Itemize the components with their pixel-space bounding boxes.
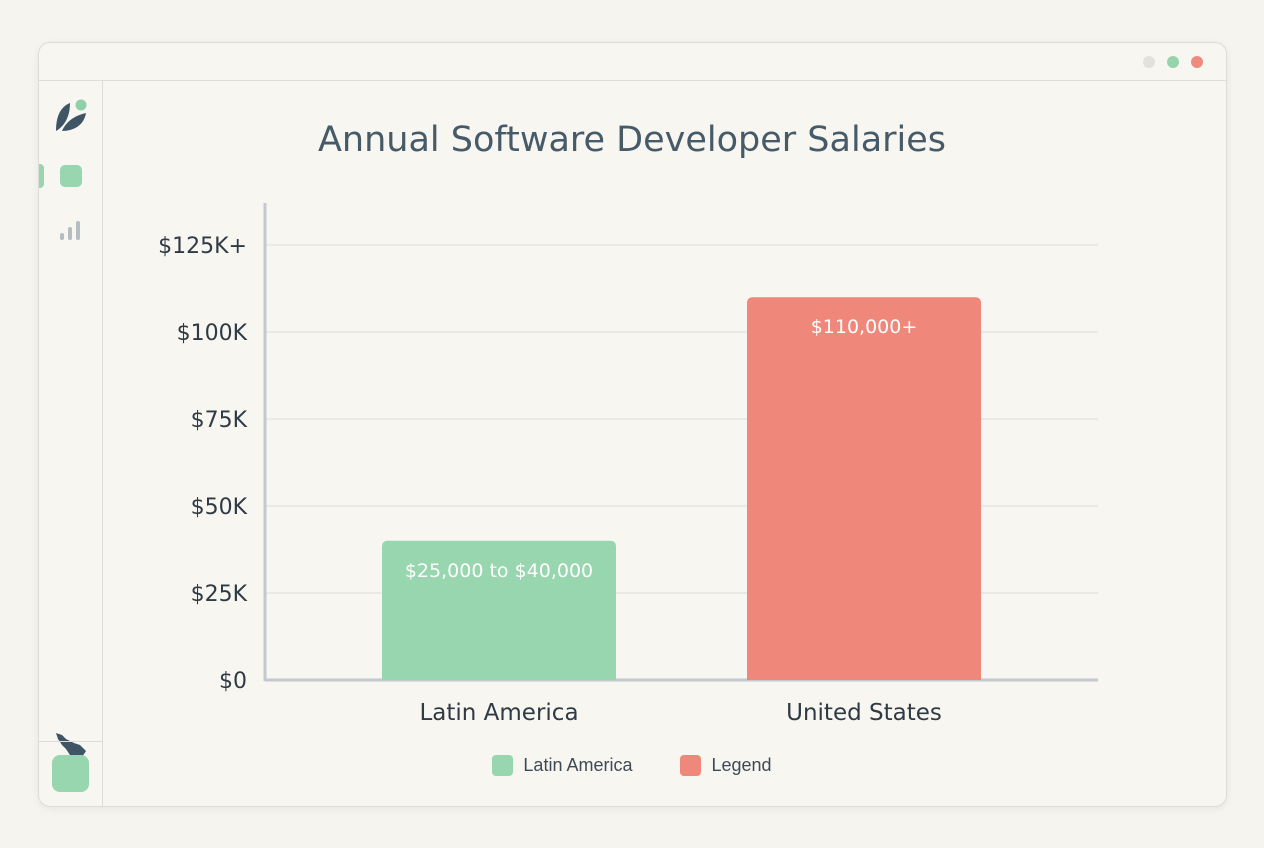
leaf-logo-icon xyxy=(56,99,87,131)
y-tick-label: $75K xyxy=(191,408,248,433)
x-tick-label: Latin America xyxy=(419,700,578,726)
legend-swatch xyxy=(492,755,514,776)
maximize-button[interactable] xyxy=(1167,56,1179,68)
y-tick-label: $125K+ xyxy=(158,234,247,259)
y-tick-label: $0 xyxy=(219,669,247,694)
close-button[interactable] xyxy=(1191,56,1203,68)
data-label: $110,000+ xyxy=(811,316,918,338)
dashboard-icon[interactable] xyxy=(60,165,82,187)
legend-item-legend[interactable]: Legend xyxy=(680,755,772,776)
sidebar-footer xyxy=(39,741,102,806)
sidebar xyxy=(39,81,103,806)
legend-swatch xyxy=(680,755,702,776)
y-tick-label: $25K xyxy=(191,582,248,607)
legend: Latin America Legend xyxy=(0,755,1264,776)
legend-label: Legend xyxy=(711,755,772,775)
legend-label: Latin America xyxy=(523,755,633,775)
bar-united-states[interactable] xyxy=(747,297,981,680)
data-label: $25,000 to $40,000 xyxy=(405,560,593,582)
chart-title: Annual Software Developer Salaries xyxy=(317,120,947,160)
title-bar xyxy=(39,43,1226,81)
x-tick-label: United States xyxy=(786,700,942,726)
y-tick-label: $50K xyxy=(191,495,248,520)
minimize-button[interactable] xyxy=(1143,56,1155,68)
active-indicator xyxy=(39,164,44,188)
user-square-icon[interactable] xyxy=(52,755,89,792)
legend-item-latin-america[interactable]: Latin America xyxy=(492,755,632,776)
bar-chart-icon[interactable] xyxy=(59,219,81,241)
y-tick-label: $100K xyxy=(177,321,248,346)
bar-latin-america[interactable] xyxy=(382,540,616,680)
